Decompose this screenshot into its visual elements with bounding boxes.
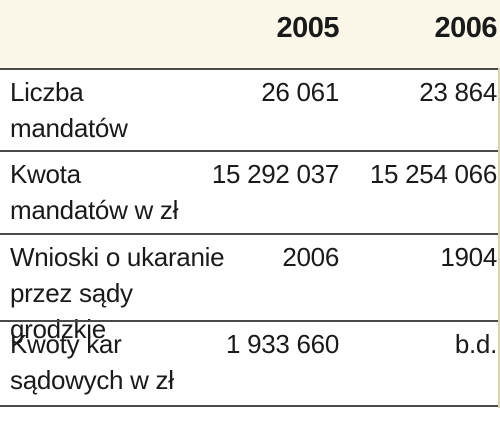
cell-2005: 1 933 660 bbox=[226, 329, 339, 359]
row-label: Wnioski o ukaranie przez sądy grodzkie bbox=[10, 242, 225, 344]
cell-2006: 23 864 bbox=[419, 77, 497, 107]
row-divider bbox=[0, 405, 500, 407]
cell-2006: 1904 bbox=[440, 242, 497, 272]
table-row: Kwoty kar sądowych w zł 1 933 660 b.d. bbox=[0, 320, 500, 404]
cell-2006: b.d. bbox=[454, 329, 497, 359]
row-divider bbox=[0, 233, 500, 235]
row-divider bbox=[0, 320, 500, 322]
row-divider bbox=[0, 150, 500, 152]
table-row: Wnioski o ukaranie przez sądy grodzkie 2… bbox=[0, 233, 500, 344]
row-label: Kwoty kar sądowych w zł bbox=[10, 329, 174, 395]
cell-2006: 15 254 066 bbox=[369, 159, 497, 189]
row-divider bbox=[0, 68, 500, 70]
table-row: Liczba mandatów 26 061 23 864 bbox=[0, 68, 500, 148]
column-header-2005: 2005 bbox=[276, 12, 339, 44]
cell-2005: 15 292 037 bbox=[211, 159, 339, 189]
cell-2005: 2006 bbox=[282, 242, 339, 272]
table-row: Kwota mandatów w zł 15 292 037 15 254 06… bbox=[0, 150, 500, 230]
row-label: Kwota mandatów w zł bbox=[10, 159, 179, 225]
table-header-row: 2005 2006 bbox=[0, 0, 500, 68]
row-label: Liczba mandatów bbox=[10, 77, 128, 143]
cell-2005: 26 061 bbox=[261, 77, 339, 107]
table-edge-shadow bbox=[498, 68, 500, 408]
column-header-2006: 2006 bbox=[434, 12, 497, 44]
